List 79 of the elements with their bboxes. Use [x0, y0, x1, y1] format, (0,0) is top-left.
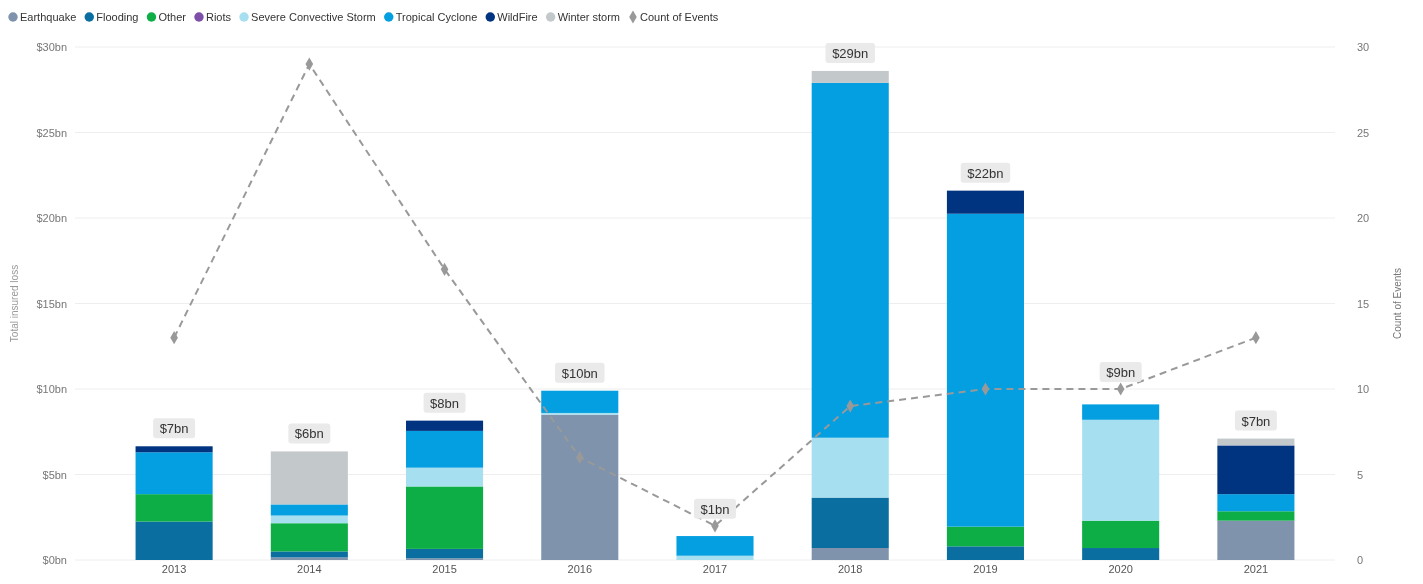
y2-tick-label: 0: [1357, 554, 1364, 567]
total-label: $8bn: [430, 395, 460, 411]
legend-label: Count of Events: [639, 11, 719, 23]
legend-label: WildFire: [497, 11, 538, 23]
y2-tick-label: 30: [1357, 41, 1370, 54]
x-tick-label: 2018: [837, 562, 863, 575]
y-axis-title: Total insured loss: [9, 264, 20, 343]
bar: [1217, 511, 1295, 521]
legend-label: Tropical Cyclone: [395, 11, 478, 23]
bar: [135, 494, 213, 522]
bar: [406, 430, 484, 468]
bar: [270, 551, 348, 558]
bar: [135, 452, 213, 495]
bar: [811, 82, 889, 438]
x-tick-label: 2016: [567, 562, 593, 575]
y2-tick-label: 20: [1357, 212, 1370, 225]
bar: [1217, 494, 1295, 512]
bar: [1217, 445, 1295, 495]
bar: [135, 446, 213, 453]
bar: [946, 526, 1024, 547]
bar: [1082, 548, 1160, 560]
y2-tick-label: 15: [1357, 297, 1370, 310]
x-tick-label: 2015: [432, 562, 457, 575]
legend-label: Winter storm: [557, 11, 620, 23]
bar: [270, 523, 348, 552]
bar: [1082, 520, 1160, 549]
x-tick-label: 2020: [1108, 562, 1133, 575]
y2-tick-label: 10: [1357, 383, 1370, 396]
y2-tick-label: 5: [1357, 468, 1364, 481]
y-tick-label: $15bn: [36, 297, 67, 310]
bar: [811, 548, 889, 560]
total-label: $10bn: [561, 365, 598, 381]
total-label: $1bn: [700, 501, 730, 517]
bar: [1082, 419, 1160, 521]
y2-axis-title: Count of Events: [1392, 267, 1403, 340]
y-tick-label: $0bn: [42, 554, 67, 567]
y-tick-label: $25bn: [36, 126, 67, 139]
bar: [946, 213, 1024, 527]
bar: [811, 70, 889, 83]
bar: [676, 555, 754, 560]
bar: [946, 190, 1024, 214]
bar: [270, 451, 348, 505]
legend-label: Earthquake: [20, 11, 77, 23]
bar: [270, 557, 348, 560]
legend-label: Flooding: [96, 11, 139, 23]
total-label: $7bn: [159, 421, 189, 437]
total-label: $29bn: [832, 45, 869, 61]
legend-label: Riots: [205, 11, 232, 23]
x-tick-label: 2014: [297, 562, 322, 575]
bar: [811, 497, 889, 549]
y-tick-label: $20bn: [36, 212, 67, 225]
total-label: $6bn: [294, 426, 324, 442]
x-tick-label: 2019: [973, 562, 998, 575]
total-label: $7bn: [1241, 413, 1271, 429]
y2-tick-label: 25: [1357, 126, 1370, 139]
bar: [811, 437, 889, 498]
legend-label: Severe Convective Storm: [251, 11, 376, 23]
bar: [406, 467, 484, 487]
bar: [1217, 520, 1295, 560]
bar: [406, 420, 484, 431]
bar: [406, 548, 484, 559]
x-tick-label: 2021: [1243, 562, 1269, 575]
bar: [135, 521, 213, 560]
y-tick-label: $10bn: [36, 383, 67, 396]
x-tick-label: 2017: [702, 562, 728, 575]
x-tick-label: 2013: [161, 562, 187, 575]
bar: [676, 536, 754, 556]
bar: [270, 504, 348, 516]
total-label: $22bn: [967, 165, 1004, 181]
bar: [270, 515, 348, 524]
total-label: $9bn: [1106, 365, 1136, 380]
bar: [541, 390, 619, 413]
bar: [541, 414, 619, 560]
legend-label: Other: [158, 11, 187, 23]
y-tick-label: $5bn: [42, 468, 67, 481]
y-tick-label: $30bn: [36, 41, 67, 54]
bar: [406, 486, 484, 549]
bar: [946, 546, 1024, 560]
bar: [1082, 404, 1160, 420]
